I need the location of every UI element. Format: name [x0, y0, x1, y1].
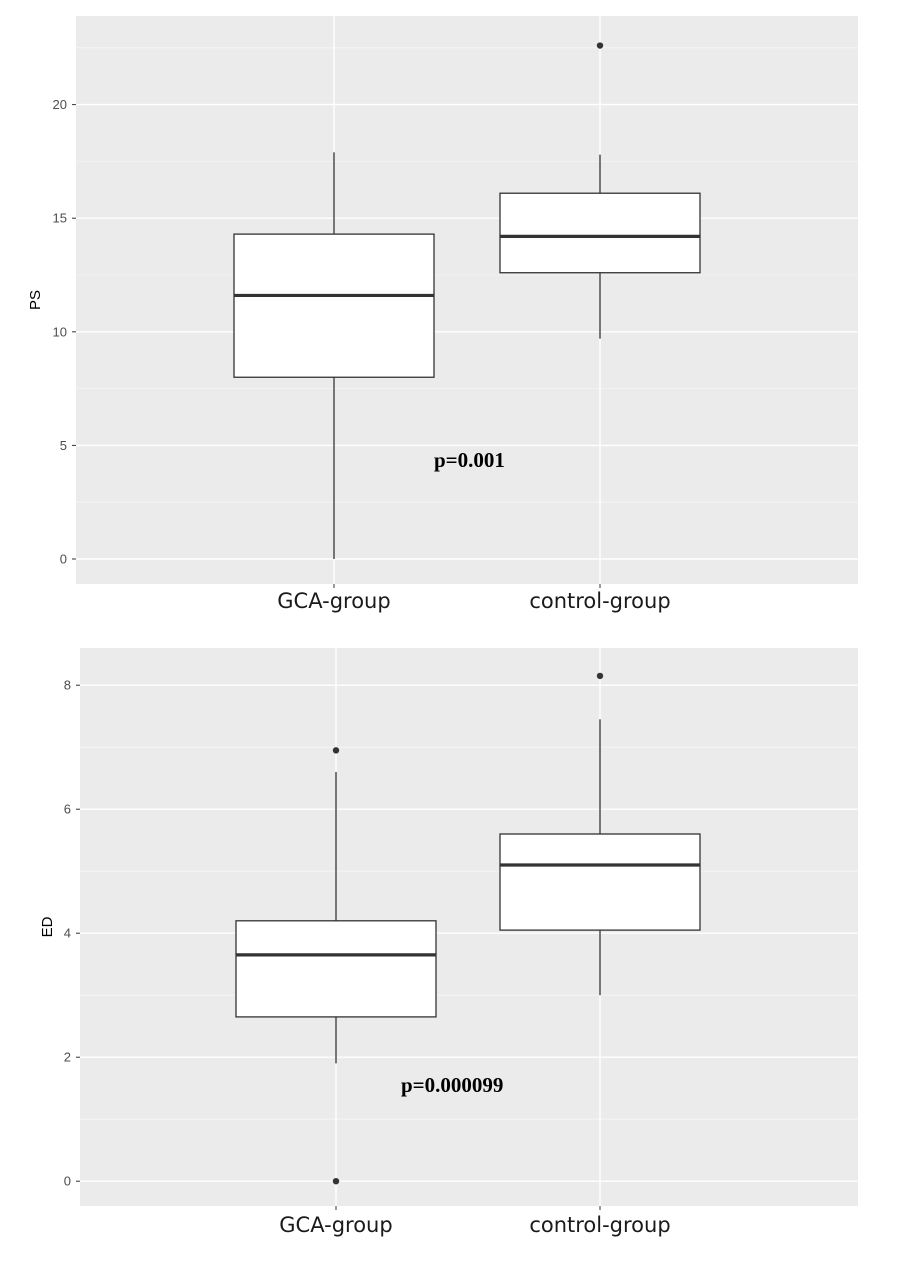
p-value-annotation: p=0.000099: [401, 1073, 503, 1097]
y-tick-label: 4: [64, 926, 71, 941]
chart-panel-1: 0 5 10 15 20 GCA-group control-group PS p=0.001: [27, 16, 858, 613]
outlier-point: [596, 672, 604, 680]
box-iqr: [233, 233, 435, 378]
box-GCA-group: [233, 152, 435, 560]
plot-panel: [80, 648, 858, 1206]
y-tick-label: 8: [64, 678, 71, 693]
y-axis-title: ED: [39, 916, 56, 937]
y-tick-label: 6: [64, 802, 71, 817]
x-category-label: control-group: [529, 589, 670, 613]
y-tick-label: 10: [53, 324, 67, 339]
y-axis-title: PS: [27, 290, 44, 310]
x-category-label: control-group: [529, 1213, 670, 1237]
chart-panel-2: 0 2 4 6 8 GCA-group control-group ED p=0.000099: [39, 648, 858, 1237]
outlier-point: [332, 1178, 340, 1185]
p-value-annotation: p=0.001: [434, 448, 505, 472]
box-control-group: [499, 42, 701, 339]
box-iqr: [499, 833, 701, 931]
y-tick-label: 0: [64, 1174, 71, 1189]
outlier-point: [332, 747, 340, 754]
y-tick-label: 2: [64, 1050, 71, 1065]
box-iqr: [235, 920, 437, 1018]
y-tick-label: 20: [53, 97, 67, 112]
plot-panel: [76, 16, 858, 584]
x-category-label: GCA-group: [277, 589, 390, 613]
box-iqr: [499, 192, 701, 274]
outlier-point: [596, 42, 604, 49]
y-tick-label: 0: [60, 552, 67, 567]
x-category-label: GCA-group: [279, 1213, 392, 1237]
y-tick-label: 5: [60, 438, 67, 453]
y-tick-label: 15: [53, 211, 67, 226]
box-control-group: [499, 672, 701, 996]
box-GCA-group: [235, 747, 437, 1185]
